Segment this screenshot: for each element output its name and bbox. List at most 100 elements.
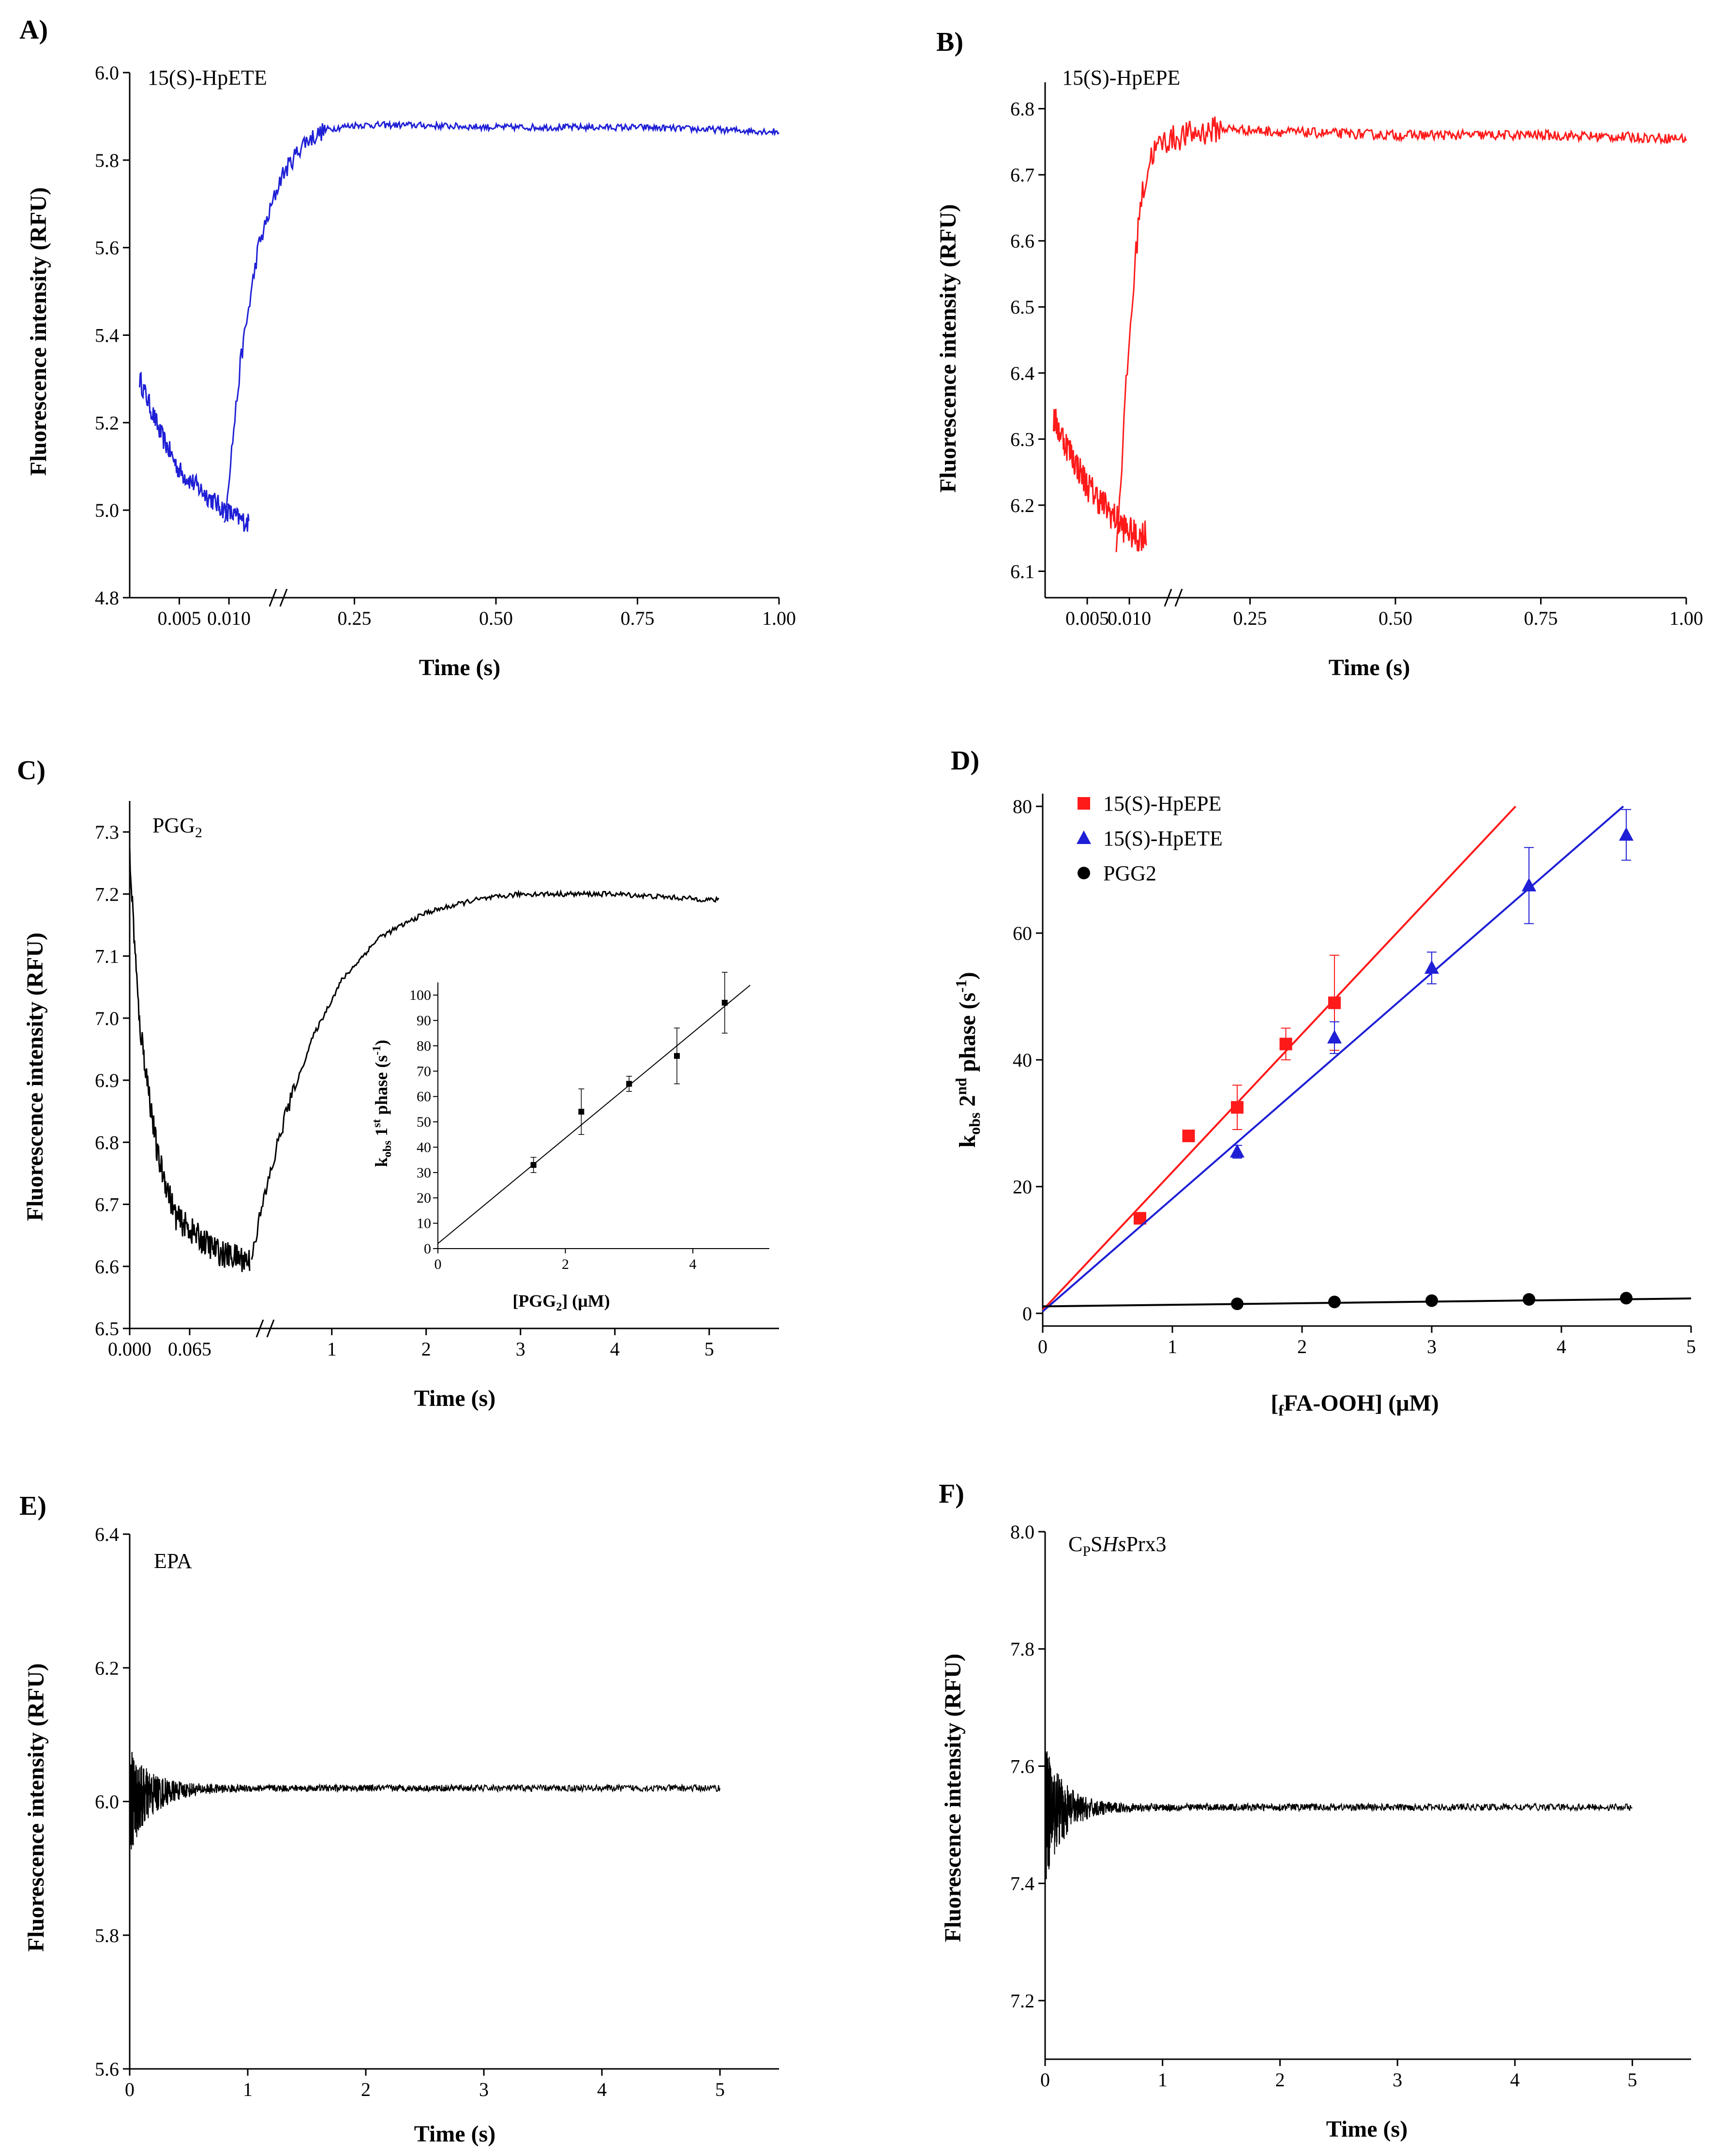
point-circle bbox=[1620, 1292, 1633, 1305]
inset-y-tick-label: 70 bbox=[417, 1063, 431, 1079]
x-tick-label: 4 bbox=[1510, 2069, 1520, 2091]
panel-c-ylabel: Fluorescence intensity (RFU) bbox=[22, 933, 48, 1221]
x-tick-label: 2 bbox=[361, 2079, 371, 2100]
panel-b-letter: B) bbox=[936, 27, 963, 57]
x-tick-label: 3 bbox=[479, 2079, 489, 2100]
trace-early bbox=[129, 845, 251, 1272]
x-tick-label: 1 bbox=[1158, 2069, 1168, 2091]
x-tick-label: 1 bbox=[327, 1338, 337, 1360]
legend-marker bbox=[1078, 797, 1090, 810]
y-tick-label: 6.7 bbox=[95, 1194, 119, 1216]
y-tick-label: 7.2 bbox=[1010, 1990, 1034, 2012]
inset-y-tick-label: 40 bbox=[417, 1139, 431, 1155]
point-circle bbox=[1231, 1297, 1244, 1311]
x-tick-label: 0.005 bbox=[1065, 607, 1109, 629]
panel-e-label: EPA bbox=[154, 1549, 192, 1573]
panel-c-xlabel: Time (s) bbox=[414, 1386, 495, 1411]
panel-b: B) 15(S)-HpEPE 6.1 6.2 6.3 6.4 6.5 6.6 6.7 6.8 0… bbox=[935, 27, 1703, 680]
x-tick-label: 0 bbox=[1038, 1336, 1048, 1357]
x-tick-label: 0 bbox=[125, 2079, 135, 2100]
point-triangle bbox=[1619, 827, 1633, 841]
x-tick-label: 1.00 bbox=[1669, 607, 1703, 629]
y-tick-label: 7.2 bbox=[95, 883, 119, 905]
panel-d-letter: D) bbox=[951, 746, 979, 776]
y-tick-label: 7.3 bbox=[95, 821, 119, 843]
panel-a: A) 15(S)-HpETE 4.8 5.0 5.2 5.4 5.6 5.8 6.0 0.00… bbox=[19, 15, 796, 680]
x-tick-label: 5 bbox=[1686, 1336, 1696, 1357]
x-tick-label: 0.25 bbox=[338, 607, 372, 629]
panel-a-axes: 4.8 5.0 5.2 5.4 5.6 5.8 6.0 0.005 0.010 0.25 0.50 0… bbox=[95, 62, 796, 629]
trace-late bbox=[1115, 116, 1687, 552]
point-square bbox=[1182, 1130, 1195, 1143]
panel-a-label: 15(S)-HpETE bbox=[148, 66, 267, 90]
inset-x-tick-label: 2 bbox=[562, 1256, 569, 1272]
y-tick-label: 6.3 bbox=[1010, 428, 1034, 450]
inset-point bbox=[626, 1081, 632, 1087]
y-tick-label: 7.1 bbox=[95, 946, 119, 967]
y-tick-label: 6.5 bbox=[95, 1318, 119, 1340]
x-tick-label: 0.000 bbox=[108, 1338, 151, 1360]
fit-line-2 bbox=[1042, 1297, 1692, 1308]
panel-c-inset: 0 10 20 30 40 50 60 70 80 90 100 0 2 4 bbox=[409, 972, 769, 1272]
x-tick-label: 0.25 bbox=[1233, 607, 1267, 629]
x-tick-label: 4 bbox=[597, 2079, 607, 2100]
axis-break bbox=[279, 588, 288, 607]
trace-late bbox=[251, 889, 719, 1260]
legend-label: 15(S)-HpEPE bbox=[1103, 792, 1221, 815]
y-tick-label: 6.1 bbox=[1010, 560, 1034, 582]
panel-e-plot bbox=[129, 1751, 720, 1850]
panel-e-letter: E) bbox=[19, 1491, 46, 1521]
panel-f-plot bbox=[1045, 1751, 1633, 1883]
panel-d-legend: 15(S)-HpEPE 15(S)-HpETE PGG2 bbox=[1077, 792, 1223, 885]
x-tick-label: 0 bbox=[1040, 2069, 1050, 2091]
x-tick-label: 0.010 bbox=[207, 607, 251, 629]
y-tick-label: 6.5 bbox=[1010, 296, 1034, 318]
y-tick-label: 5.6 bbox=[95, 237, 119, 259]
panel-f-ylabel: Fluorescence intensity (RFU) bbox=[940, 1654, 966, 1942]
y-tick-label: 4.8 bbox=[95, 587, 119, 609]
x-tick-label: 2 bbox=[1297, 1336, 1307, 1357]
inset-point bbox=[721, 999, 728, 1006]
x-tick-label: 0.065 bbox=[168, 1338, 211, 1360]
panel-a-xlabel: Time (s) bbox=[419, 655, 500, 680]
panel-c-letter: C) bbox=[17, 755, 45, 785]
inset-y-tick-label: 90 bbox=[417, 1013, 431, 1029]
panel-c-axes: 6.5 6.6 6.7 6.8 6.9 7.0 7.1 7.2 7.3 0.000 0.065 1 2 3… bbox=[95, 801, 779, 1360]
x-tick-label: 3 bbox=[516, 1338, 525, 1360]
axis-break bbox=[255, 1319, 264, 1338]
point-square bbox=[1279, 1038, 1292, 1051]
x-tick-label: 4 bbox=[1557, 1336, 1566, 1357]
panel-c-plot bbox=[129, 845, 719, 1272]
y-tick-label: 5.2 bbox=[95, 412, 119, 434]
inset-y-tick-label: 20 bbox=[417, 1190, 431, 1206]
trace-early bbox=[139, 371, 250, 532]
y-tick-label: 6.9 bbox=[95, 1070, 119, 1091]
y-tick-label: 6.7 bbox=[1010, 164, 1034, 186]
trace bbox=[129, 1751, 720, 1850]
inset-y-tick-label: 0 bbox=[424, 1241, 431, 1257]
y-tick-label: 7.0 bbox=[95, 1008, 119, 1029]
fit-line-0 bbox=[1042, 805, 1516, 1311]
inset-y-tick-label: 60 bbox=[417, 1089, 431, 1105]
x-tick-label: 3 bbox=[1393, 2069, 1402, 2091]
panel-c-inset-xlabel: [PGG2] (μM) bbox=[512, 1291, 610, 1313]
x-tick-label: 5 bbox=[715, 2079, 725, 2100]
point-triangle bbox=[1327, 1030, 1342, 1044]
panel-b-ylabel: Fluorescence intensity (RFU) bbox=[935, 204, 961, 493]
inset-y-tick-label: 10 bbox=[417, 1216, 431, 1232]
x-tick-label: 0.010 bbox=[1108, 607, 1151, 629]
axis-break bbox=[266, 1319, 275, 1338]
y-tick-label: 5.6 bbox=[95, 2058, 119, 2080]
point-square bbox=[1328, 996, 1341, 1010]
x-tick-label: 0.75 bbox=[1524, 607, 1558, 629]
panel-c-inset-ylabel: kobs 1st phase (s-1) bbox=[371, 1040, 394, 1167]
point-triangle bbox=[1230, 1144, 1244, 1158]
inset-y-tick-label: 80 bbox=[417, 1038, 431, 1054]
y-tick-label: 0 bbox=[1022, 1303, 1032, 1325]
y-tick-label: 6.8 bbox=[95, 1131, 119, 1153]
panel-a-plot bbox=[139, 120, 779, 532]
inset-x-tick-label: 0 bbox=[434, 1256, 442, 1272]
panel-f-label: CPSHsPrx3 bbox=[1068, 1532, 1167, 1559]
panel-f-letter: F) bbox=[939, 1479, 964, 1509]
